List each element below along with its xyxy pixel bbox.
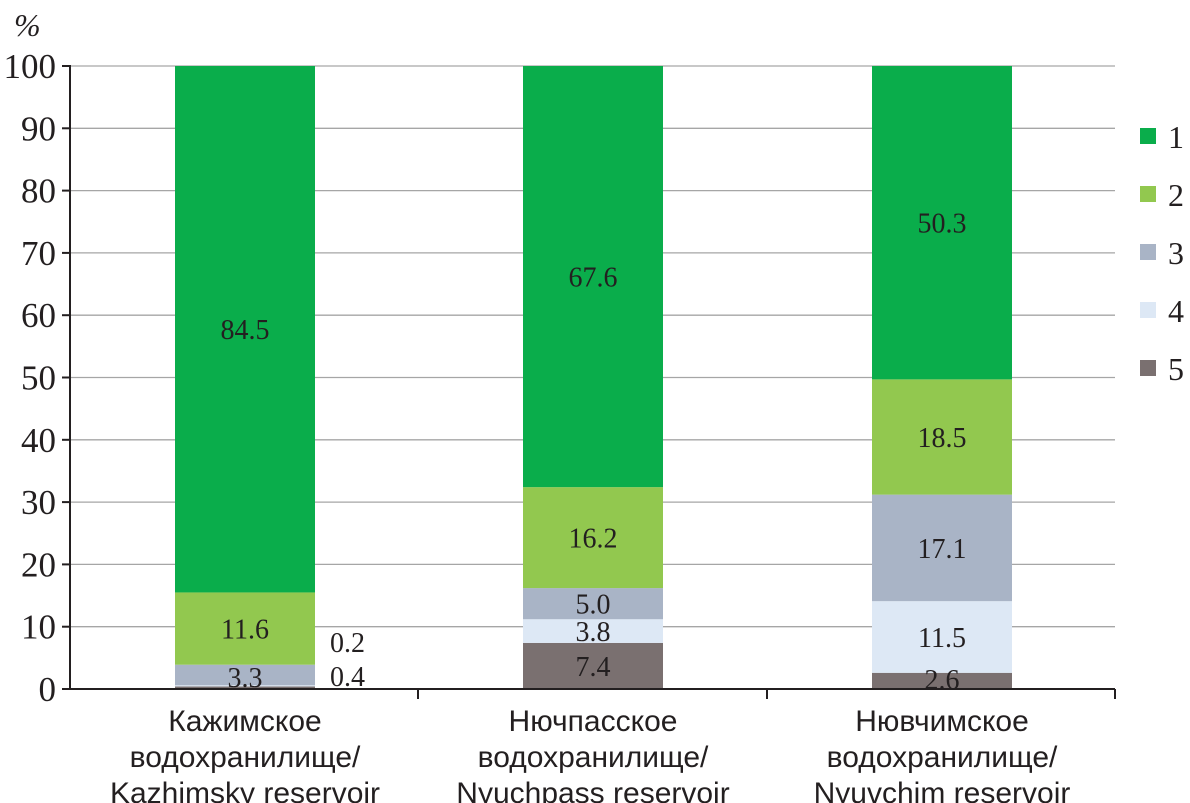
bar-segment-series-5: [872, 672, 1012, 689]
x-category-label: водохранилище/: [827, 741, 1058, 774]
bar-segment-series-1: [523, 66, 663, 488]
y-tick-label: 20: [21, 545, 56, 584]
bar-segment-series-4: [523, 619, 663, 643]
x-category-label: Kazhimsky reservoir: [110, 777, 380, 803]
y-tick-label: 70: [21, 234, 56, 273]
legend-swatch-5: [1140, 360, 1156, 376]
data-label: 3.8: [576, 617, 611, 648]
legend-label: 2: [1168, 177, 1184, 213]
bar-segment-series-2: [872, 379, 1012, 495]
x-category-label: Nyuchpass reservoir: [456, 777, 729, 803]
axes: 0102030405060708090100Кажимскоеводохрани…: [4, 47, 1116, 803]
legend-swatch-1: [1140, 128, 1156, 144]
x-category-label: Nyuvchim reservoir: [814, 777, 1071, 803]
data-label: 5.0: [576, 590, 611, 621]
data-label: 7.4: [576, 652, 611, 683]
x-category-label: водохранилище/: [478, 741, 709, 774]
data-label: 3.3: [228, 663, 263, 694]
bar-segment-series-3: [872, 494, 1012, 602]
bar-segment-series-4: [872, 601, 1012, 673]
y-tick-label: 90: [21, 109, 56, 148]
y-tick-label: 30: [21, 483, 56, 522]
bar-segment-series-1: [872, 66, 1012, 380]
legend: 1 2 3 4 5: [1140, 119, 1184, 387]
bar-segment-series-2: [523, 487, 663, 589]
y-tick-label: 40: [21, 421, 56, 460]
data-label: 11.5: [918, 623, 966, 654]
y-tick-label: 80: [21, 172, 56, 211]
y-tick-label: 100: [4, 47, 57, 86]
data-label: 50.3: [918, 209, 967, 240]
data-label: 0.2: [330, 628, 365, 659]
bar-segment-series-3: [175, 664, 315, 686]
legend-label: 5: [1168, 351, 1184, 387]
x-category-label: Кажимское: [168, 705, 321, 738]
data-labels: 3.3 11.6 84.5 0.20.4 7.4 3.85.0 16.2 67.6 2.6 11.…: [221, 209, 967, 696]
bar-segment-series-1: [175, 66, 315, 593]
data-label: 67.6: [569, 263, 618, 294]
legend-label: 4: [1168, 293, 1184, 329]
x-category-label: Нювчимское: [855, 705, 1029, 738]
x-category-label: Нючпасское: [509, 705, 678, 738]
data-label: 0.4: [330, 662, 365, 693]
bar-segment-series-4: [175, 685, 315, 687]
bar-segment-series-5: [175, 686, 315, 689]
data-label: 17.1: [918, 534, 967, 565]
legend-swatch-4: [1140, 302, 1156, 318]
data-label: 18.5: [918, 423, 967, 454]
bar-segment-series-5: [523, 642, 663, 689]
data-label: 2.6: [925, 665, 960, 696]
bar-segment-series-2: [175, 592, 315, 665]
legend-swatch-2: [1140, 186, 1156, 202]
x-category-label: водохранилище/: [130, 741, 361, 774]
bar-segment-series-3: [523, 588, 663, 620]
y-tick-label: 50: [21, 359, 56, 398]
y-tick-label: 0: [39, 670, 57, 709]
legend-swatch-3: [1140, 244, 1156, 260]
data-label: 11.6: [221, 615, 269, 646]
legend-label: 3: [1168, 235, 1184, 271]
data-label: 84.5: [221, 315, 270, 346]
y-axis-label: %: [14, 7, 41, 43]
bars: [175, 66, 1012, 689]
y-tick-label: 10: [21, 608, 56, 647]
y-tick-label: 60: [21, 296, 56, 335]
legend-label: 1: [1168, 119, 1184, 155]
data-label: 16.2: [569, 524, 618, 555]
